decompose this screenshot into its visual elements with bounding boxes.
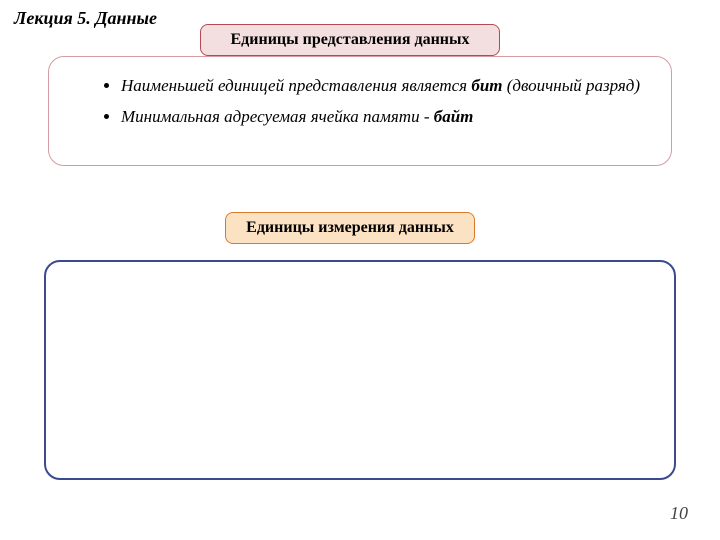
bullet2-pre: Минимальная адресуемая ячейка памяти - <box>121 107 434 126</box>
list-item: Минимальная адресуемая ячейка памяти - б… <box>121 106 647 129</box>
lecture-title: Лекция 5. Данные <box>14 8 157 29</box>
heading-representation-units: Единицы представления данных <box>200 24 500 56</box>
bullet1-bold: бит <box>471 76 502 95</box>
content-box-measurement <box>44 260 676 480</box>
bullet2-bold: байт <box>434 107 474 126</box>
content-box-representation: Наименьшей единицей представления являет… <box>48 56 672 166</box>
bullet1-post: (двоичный разряд) <box>503 76 641 95</box>
list-item: Наименьшей единицей представления являет… <box>121 75 647 98</box>
page-number: 10 <box>670 503 688 524</box>
bullet1-pre: Наименьшей единицей представления являет… <box>121 76 471 95</box>
bullet-list-1: Наименьшей единицей представления являет… <box>99 75 647 129</box>
heading-measurement-units: Единицы измерения данных <box>225 212 475 244</box>
